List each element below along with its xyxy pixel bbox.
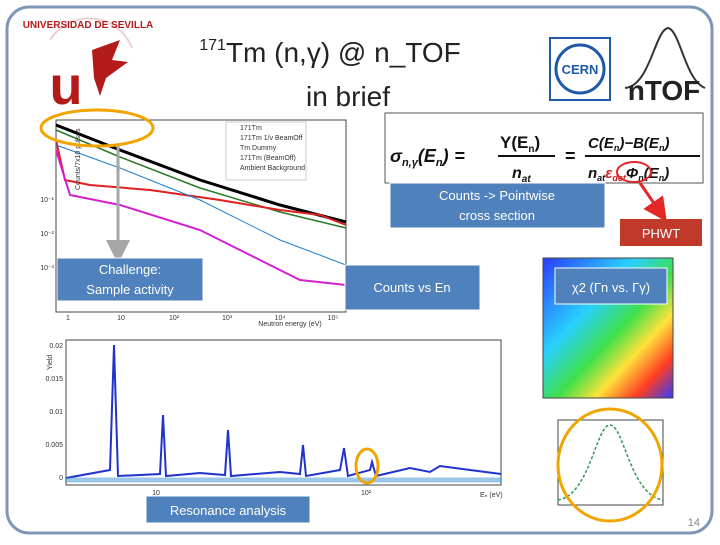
x-tick-label: 10 bbox=[152, 490, 160, 497]
page-number: 14 bbox=[688, 517, 700, 529]
formula-part: at bbox=[597, 173, 606, 183]
formula-part: n,γ bbox=[402, 157, 419, 169]
x-tick-label: 10⁴ bbox=[275, 315, 286, 322]
formula-part: n bbox=[436, 157, 443, 169]
formula-yield: Y(En) bbox=[500, 133, 540, 155]
title: 171Tm (n,γ) @ n_TOF bbox=[199, 37, 461, 68]
formula-part: ε bbox=[605, 165, 613, 182]
callout-text: χ2 (Γn vs. Γγ) bbox=[572, 280, 650, 295]
formula-part: n bbox=[614, 143, 620, 153]
formula-part: n bbox=[528, 144, 534, 155]
formula-part: (E bbox=[418, 146, 437, 166]
x-tick-label: 10² bbox=[361, 490, 372, 497]
callout-text: Counts -> Pointwise bbox=[439, 188, 555, 203]
formula-part: ) bbox=[441, 146, 449, 166]
callout-text: Resonance analysis bbox=[170, 503, 287, 518]
legend-entry: 171Tm 1/v BeamOff bbox=[240, 135, 303, 142]
formula-part: n bbox=[659, 143, 665, 153]
formula-part: n bbox=[512, 165, 522, 182]
highlight-ellipse bbox=[39, 108, 155, 148]
formula-part: C(E bbox=[588, 135, 615, 152]
formula-part: n bbox=[659, 173, 665, 183]
x-tick-label: 10² bbox=[169, 315, 180, 322]
x-axis-label: Eₙ (eV) bbox=[480, 492, 503, 499]
y-tick-label: 10⁻² bbox=[40, 231, 54, 238]
x-tick-label: 1 bbox=[66, 315, 70, 322]
x-tick-label: 10³ bbox=[222, 315, 233, 322]
formula-part: ) bbox=[662, 135, 669, 152]
formula-eq: = bbox=[565, 146, 576, 166]
callout-text: PHWT bbox=[642, 226, 680, 241]
callout: Resonance analysis bbox=[145, 495, 311, 524]
callout: Counts -> Pointwise cross section bbox=[389, 182, 606, 229]
x-axis-label: Neutron energy (eV) bbox=[258, 321, 321, 328]
legend-entry: Ambient Background bbox=[240, 165, 305, 172]
callout-text: cross section bbox=[459, 208, 535, 223]
formula-part: Φ bbox=[626, 165, 639, 182]
formula-part: ) bbox=[534, 133, 540, 152]
yield-plot: Yield Eₙ (eV) bbox=[47, 339, 503, 499]
chi2-map: χ2 (Γn vs. Γγ) bbox=[542, 257, 674, 399]
callout: PHWT bbox=[620, 219, 702, 246]
formula-part: 171 bbox=[199, 37, 226, 54]
y-tick-label: 0.005 bbox=[45, 442, 63, 449]
x-tick-label: 10 bbox=[117, 315, 125, 322]
cern-logo: CERN bbox=[549, 37, 611, 101]
formula-part: σ bbox=[390, 146, 403, 166]
title-line2: in brief bbox=[306, 81, 390, 112]
callout: Counts vs En bbox=[344, 264, 481, 311]
legend-entry: 171Tm (BeamOff) bbox=[240, 155, 296, 162]
y-tick-label: 0.01 bbox=[49, 409, 63, 416]
university-mark: u bbox=[50, 56, 83, 116]
ntof-logo: nTOF bbox=[624, 26, 706, 106]
arrow bbox=[638, 182, 667, 222]
formula: σn,γ(En) = Y(En) nat = C(En)−B(En) natεde… bbox=[384, 112, 704, 185]
formula-part: Tm (n,γ) @ n_TOF bbox=[226, 37, 461, 68]
formula-part: n bbox=[588, 165, 597, 182]
callout-text: Sample activity bbox=[86, 282, 174, 297]
formula-nat: nat bbox=[512, 165, 531, 185]
formula-part: Y(E bbox=[500, 133, 528, 152]
highlight-ellipse bbox=[354, 447, 380, 485]
y-tick-label: 10⁻³ bbox=[40, 265, 54, 272]
callout-text: Challenge: bbox=[99, 262, 161, 277]
y-tick-label: 10⁻¹ bbox=[40, 197, 54, 204]
y-tick-label: 0.02 bbox=[49, 343, 63, 350]
formula-part: ) bbox=[662, 165, 669, 182]
callout: Challenge: Sample activity bbox=[56, 257, 204, 302]
university-logo: UNIVERSIDAD DE SEVILLA u bbox=[23, 17, 154, 116]
y-tick-label: 0 bbox=[59, 475, 63, 482]
x-tick-label: 10⁵ bbox=[328, 315, 339, 322]
legend-entry: Tm Dummy bbox=[240, 145, 277, 152]
formula-numerator: C(En)−B(En) bbox=[588, 135, 669, 153]
university-name: UNIVERSIDAD DE SEVILLA bbox=[23, 20, 154, 31]
fit-plot bbox=[556, 407, 664, 523]
formula-part: = bbox=[455, 146, 466, 166]
y-tick-label: 0.015 bbox=[45, 376, 63, 383]
y-axis-label: Counts/7x10 pulses bbox=[75, 128, 82, 190]
ntof-text: nTOF bbox=[628, 75, 701, 106]
formula-part: at bbox=[522, 174, 532, 185]
cern-text: CERN bbox=[562, 62, 599, 77]
y-axis-label: Yield bbox=[47, 355, 54, 370]
formula-part: )−B(E bbox=[617, 135, 660, 152]
callout-text: Counts vs En bbox=[373, 280, 450, 295]
legend-entry: 171Tm bbox=[240, 125, 262, 132]
formula-lhs: σn,γ(En) = bbox=[390, 146, 465, 169]
formula-part: n bbox=[638, 173, 644, 183]
